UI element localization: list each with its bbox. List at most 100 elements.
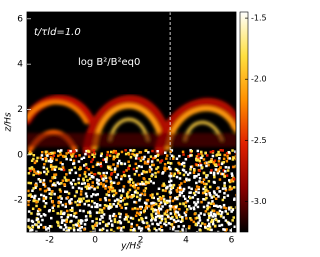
speckle [39, 188, 42, 191]
speckle [72, 152, 75, 155]
speckle [125, 213, 128, 216]
speckle [182, 187, 186, 191]
speckle [87, 168, 90, 171]
speckle [65, 157, 68, 161]
speckle [221, 149, 224, 152]
speckle [163, 212, 166, 215]
speckle [78, 227, 82, 230]
speckle [35, 201, 38, 204]
speckle [218, 157, 221, 160]
speckle [162, 198, 166, 201]
speckle [41, 158, 44, 161]
speckle [145, 202, 148, 205]
speckle [120, 206, 123, 209]
speckle [220, 172, 223, 176]
speckle [88, 210, 92, 213]
speckle [151, 222, 154, 226]
speckle [84, 175, 88, 178]
speckle [60, 215, 63, 219]
speckle [127, 174, 131, 178]
speckle [228, 179, 231, 182]
speckle [135, 154, 139, 157]
speckle [197, 214, 201, 217]
speckle [222, 169, 226, 172]
speckle [109, 188, 112, 191]
speckle [202, 187, 205, 191]
speckle [102, 158, 105, 162]
speckle [136, 187, 140, 190]
speckle [130, 178, 133, 181]
speckle [170, 184, 173, 187]
speckle [129, 156, 133, 159]
speckle [197, 186, 201, 189]
speckle [170, 149, 174, 152]
speckle [124, 149, 127, 152]
speckle [163, 199, 166, 203]
speckle [129, 216, 133, 220]
speckle [228, 185, 232, 188]
speckle [102, 213, 106, 216]
speckle [165, 199, 169, 203]
speckle [180, 191, 184, 195]
speckle [57, 149, 60, 153]
speckle [114, 151, 118, 155]
speckle [157, 207, 161, 210]
speckle [118, 204, 122, 207]
speckle [230, 210, 233, 213]
speckle [30, 159, 34, 162]
speckle [69, 158, 72, 161]
speckle [168, 205, 172, 208]
speckle [151, 173, 154, 176]
speckle [148, 178, 151, 181]
speckle [209, 213, 213, 217]
speckle [193, 201, 196, 204]
speckle [128, 177, 132, 181]
speckle [92, 176, 95, 179]
speckle [42, 199, 45, 203]
speckle [142, 170, 145, 173]
speckle [163, 201, 167, 204]
speckle [211, 209, 214, 212]
speckle [222, 157, 226, 161]
speckle [74, 182, 77, 186]
speckle [132, 181, 135, 184]
speckle [182, 161, 186, 165]
speckle [217, 163, 221, 166]
speckle [135, 170, 138, 173]
speckle [45, 167, 49, 171]
speckle [125, 169, 128, 172]
speckle [106, 224, 109, 228]
speckle [83, 223, 87, 226]
speckle [73, 150, 76, 153]
speckle [71, 150, 74, 153]
x-tick-label: 0 [92, 236, 98, 246]
speckle [181, 218, 184, 221]
speckle [156, 208, 159, 212]
speckle [159, 208, 163, 211]
speckle [195, 202, 198, 206]
speckle [49, 156, 53, 159]
speckle [132, 229, 135, 232]
speckle [214, 197, 218, 200]
speckle [59, 201, 62, 204]
speckle [82, 209, 85, 213]
speckle [142, 221, 145, 225]
plot-frame [26, 11, 237, 233]
speckle [217, 150, 220, 154]
speckle [156, 210, 159, 214]
speckle [98, 228, 102, 232]
speckle [165, 157, 168, 160]
speckle [225, 174, 229, 177]
speckle [222, 216, 225, 219]
speckle [110, 219, 113, 223]
speckle [59, 226, 63, 229]
speckle [109, 206, 112, 209]
speckle [148, 168, 152, 172]
speckle [233, 225, 236, 228]
speckle [203, 213, 206, 216]
speckle [28, 167, 31, 170]
speckle [116, 182, 120, 185]
speckle [33, 170, 36, 173]
speckle [78, 174, 82, 177]
speckle [135, 166, 139, 170]
